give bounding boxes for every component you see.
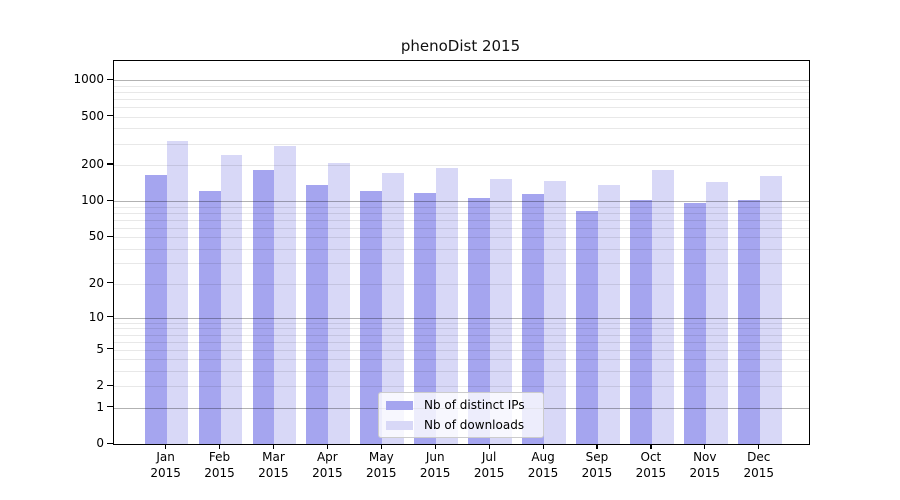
bar-downloads-sep <box>597 184 620 444</box>
bar-downloads-oct <box>651 170 674 444</box>
x-tick-label-oct: Oct 2015 <box>635 450 667 480</box>
x-tick-label-dec: Dec 2015 <box>743 450 774 480</box>
y-tick-mark <box>107 348 113 350</box>
bar-downloads-may <box>382 173 405 444</box>
x-tick-mark <box>650 444 652 449</box>
bar-distinct-ips-may <box>360 191 383 444</box>
legend-label-downloads: Nb of downloads <box>424 418 525 432</box>
bars-layer <box>114 61 809 444</box>
legend-swatch-distinct-ips <box>386 400 413 410</box>
y-tick-mark <box>107 115 113 117</box>
bar-distinct-ips-dec <box>737 200 760 444</box>
y-tick-mark <box>107 78 113 81</box>
y-tick-label: 20 <box>88 275 104 290</box>
x-tick-mark <box>434 444 436 449</box>
x-tick-label-sep: Sep 2015 <box>581 450 613 480</box>
y-tick-mark <box>107 235 113 237</box>
x-tick-mark <box>380 444 382 449</box>
y-tick-mark <box>107 316 113 318</box>
x-tick-mark <box>165 444 167 449</box>
y-tick-label: 1 <box>96 399 104 414</box>
bar-distinct-ips-feb <box>198 190 221 444</box>
x-tick-mark <box>488 444 490 449</box>
bar-distinct-ips-nov <box>683 203 706 444</box>
bar-distinct-ips-jun <box>414 193 437 444</box>
y-tick-label: 500 <box>81 108 104 123</box>
x-tick-mark <box>219 444 221 449</box>
y-tick-label: 200 <box>81 156 104 171</box>
x-tick-mark <box>596 444 598 449</box>
x-tick-mark <box>704 444 706 449</box>
y-tick-mark <box>107 163 113 165</box>
y-tick-label: 50 <box>88 229 104 244</box>
y-tick-mark <box>107 282 113 284</box>
y-tick-label: 2 <box>96 378 104 393</box>
bar-distinct-ips-mar <box>252 170 275 444</box>
bar-downloads-jul <box>490 179 512 444</box>
x-tick-mark <box>758 444 760 449</box>
legend-item-distinct-ips: Nb of distinct IPs <box>386 395 543 415</box>
bar-downloads-dec <box>759 176 782 444</box>
bar-distinct-ips-jan <box>144 174 167 444</box>
x-tick-label-jul: Jul 2015 <box>473 450 505 480</box>
x-tick-mark <box>542 444 544 449</box>
y-tick-mark <box>107 406 113 408</box>
bar-distinct-ips-apr <box>306 184 329 444</box>
legend-item-downloads: Nb of downloads <box>386 415 543 435</box>
y-tick-mark <box>107 199 113 201</box>
y-tick-label: 0 <box>96 436 104 450</box>
bar-downloads-nov <box>705 182 728 444</box>
y-tick-label: 100 <box>81 193 104 208</box>
legend-swatch-downloads <box>386 420 413 430</box>
bar-downloads-jan <box>166 141 189 444</box>
x-tick-label-jun: Jun 2015 <box>419 450 451 480</box>
legend-label-distinct-ips: Nb of distinct IPs <box>424 398 525 412</box>
x-tick-label-feb: Feb 2015 <box>204 450 235 480</box>
legend: Nb of distinct IPs Nb of downloads <box>378 392 544 438</box>
x-tick-label-nov: Nov 2015 <box>689 450 721 480</box>
x-tick-label-mar: Mar 2015 <box>258 450 289 480</box>
y-tick-mark <box>107 384 113 386</box>
bar-distinct-ips-aug <box>522 193 545 444</box>
y-tick-label: 5 <box>96 341 104 356</box>
x-tick-label-aug: Aug 2015 <box>527 450 559 480</box>
y-tick-mark <box>107 442 113 444</box>
bar-distinct-ips-jul <box>468 198 491 444</box>
x-tick-mark <box>272 444 275 449</box>
chart-title: phenoDist 2015 <box>400 37 521 55</box>
y-tick-label: 1000 <box>73 72 104 87</box>
bar-downloads-feb <box>220 155 243 444</box>
x-tick-label-apr: Apr 2015 <box>312 450 343 480</box>
x-tick-label-may: May 2015 <box>365 450 397 480</box>
bar-downloads-jun <box>436 168 459 444</box>
x-tick-mark <box>326 444 329 449</box>
bar-downloads-mar <box>274 145 297 444</box>
x-tick-label-jan: Jan 2015 <box>150 450 181 480</box>
plot-area <box>113 60 810 445</box>
bar-downloads-apr <box>328 163 351 444</box>
y-tick-label: 10 <box>88 309 104 324</box>
bar-distinct-ips-sep <box>576 211 598 444</box>
bar-downloads-aug <box>544 180 566 444</box>
bar-distinct-ips-oct <box>629 200 652 444</box>
